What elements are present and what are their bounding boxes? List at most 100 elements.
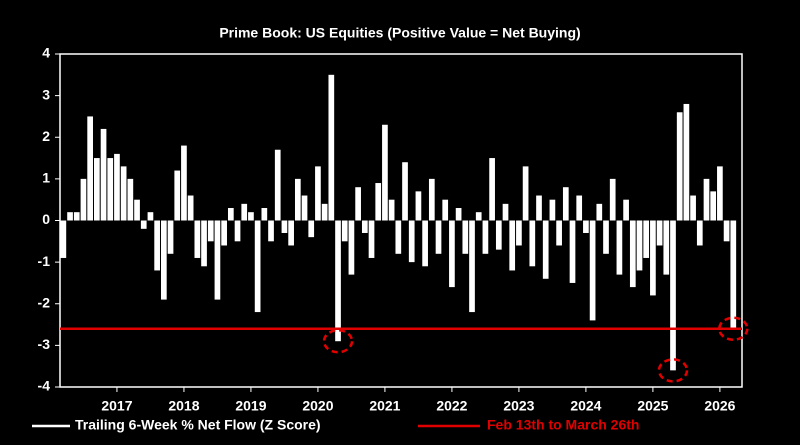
y-tick-label: 0	[42, 211, 50, 227]
bar	[181, 145, 187, 221]
bar	[536, 195, 542, 221]
y-tick-label: -2	[38, 294, 51, 310]
x-tick-label: 2026	[704, 398, 735, 414]
bar	[93, 158, 100, 221]
bar	[489, 158, 495, 221]
bar	[717, 166, 723, 221]
bar	[395, 220, 402, 254]
y-tick-label: -4	[38, 378, 51, 394]
bar	[509, 220, 516, 271]
bar	[274, 149, 281, 221]
bar	[114, 153, 120, 221]
bar	[696, 220, 703, 246]
x-tick-label: 2017	[101, 398, 132, 414]
chart-title: Prime Book: US Equities (Positive Value …	[219, 25, 580, 41]
bar	[650, 220, 656, 296]
bar	[663, 220, 670, 275]
y-tick-label: 1	[42, 170, 50, 186]
y-tick-label: -1	[38, 253, 51, 269]
bar	[281, 220, 288, 233]
bar	[382, 124, 388, 221]
bar	[569, 220, 576, 283]
bar	[361, 220, 368, 233]
bar	[60, 220, 67, 258]
x-tick-label: 2024	[570, 398, 601, 414]
bar	[100, 128, 107, 221]
bar	[167, 220, 174, 254]
bar	[234, 220, 241, 242]
bar	[107, 158, 114, 221]
bar	[80, 178, 87, 221]
bar	[388, 199, 395, 221]
bar	[469, 220, 475, 313]
y-tick-label: 4	[42, 45, 50, 61]
bar	[134, 199, 140, 221]
bar	[355, 187, 361, 221]
bar	[422, 220, 428, 267]
bar	[455, 208, 462, 221]
bar	[201, 220, 207, 267]
bar	[683, 103, 690, 221]
bar	[656, 220, 663, 246]
bar	[408, 220, 415, 263]
x-tick-label: 2020	[302, 398, 333, 414]
bar	[315, 166, 321, 221]
bar	[609, 178, 616, 221]
bar	[583, 220, 589, 233]
bar	[140, 220, 147, 229]
bar	[227, 208, 234, 221]
bar	[723, 220, 730, 242]
bar	[516, 220, 522, 246]
bar	[120, 166, 127, 221]
bar	[248, 212, 254, 221]
bar	[127, 178, 134, 221]
bar	[67, 212, 73, 221]
x-tick-label: 2018	[168, 398, 199, 414]
x-tick-label: 2025	[637, 398, 668, 414]
bar	[187, 195, 194, 221]
bar	[549, 199, 556, 221]
bar	[341, 220, 348, 242]
bar	[556, 220, 562, 246]
bar	[375, 183, 382, 221]
x-tick-label: 2021	[369, 398, 400, 414]
bar	[207, 220, 214, 242]
bar	[402, 162, 408, 221]
x-tick-label: 2019	[235, 398, 266, 414]
bar	[194, 220, 201, 258]
bar	[643, 220, 650, 258]
bar	[288, 220, 294, 246]
bar	[321, 203, 328, 221]
bar	[475, 212, 482, 221]
bar	[435, 220, 442, 254]
bar	[261, 208, 268, 221]
bar	[415, 191, 422, 221]
bar	[308, 220, 315, 238]
bar	[529, 220, 536, 267]
bar	[495, 220, 502, 250]
bar	[335, 220, 341, 342]
x-tick-label: 2023	[503, 398, 534, 414]
bar	[160, 220, 167, 300]
bar	[221, 220, 227, 246]
y-tick-label: 2	[42, 128, 50, 144]
bar	[710, 191, 717, 221]
bar	[442, 199, 449, 221]
bar	[73, 212, 80, 221]
highlight-circle	[657, 358, 689, 383]
bar	[542, 220, 549, 279]
bar	[676, 112, 683, 221]
bar	[462, 220, 469, 254]
bar	[241, 203, 248, 221]
bar	[730, 220, 737, 329]
bar	[623, 199, 629, 221]
highlight-circle	[718, 316, 749, 341]
bar	[522, 166, 529, 221]
legend-label: Trailing 6-Week % Net Flow (Z Score)	[75, 417, 321, 433]
bar	[449, 220, 455, 288]
bar	[589, 220, 596, 321]
bar	[690, 195, 696, 221]
bar	[294, 178, 301, 221]
bar	[616, 220, 623, 275]
